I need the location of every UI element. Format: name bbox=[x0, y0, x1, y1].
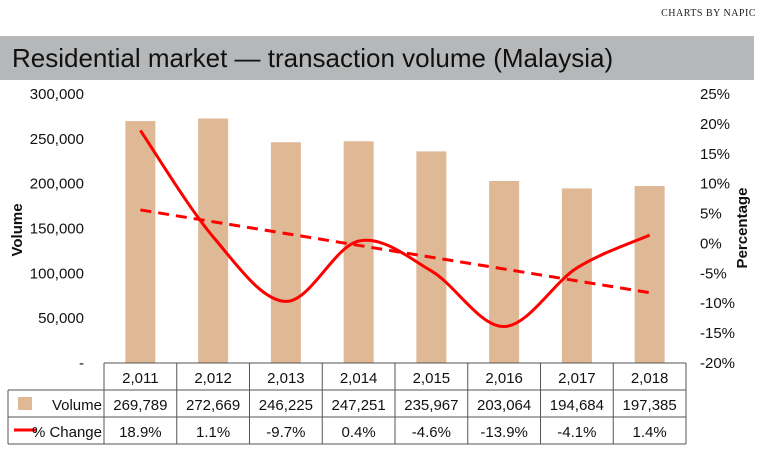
data-label-change: -9.7% bbox=[266, 424, 305, 441]
data-label-volume: 246,225 bbox=[259, 397, 313, 414]
data-label-volume: 272,669 bbox=[186, 397, 240, 414]
trendline bbox=[140, 208, 650, 295]
x-category-label: 2,011 bbox=[122, 370, 158, 387]
data-label-volume: 269,789 bbox=[113, 397, 167, 414]
x-category-label: 2,016 bbox=[485, 370, 523, 387]
volume-bar bbox=[270, 142, 301, 363]
y2-tick-label: 0% bbox=[700, 235, 722, 252]
y2-tick-label: -20% bbox=[700, 355, 735, 372]
y2-tick-label: 5% bbox=[700, 206, 722, 223]
chart-credit: CHARTS BY NAPIC bbox=[661, 8, 756, 19]
y-tick-label: 300,000 bbox=[30, 86, 84, 103]
title-bar: Residential market — transaction volume … bbox=[0, 36, 754, 80]
y2-tick-label: 20% bbox=[700, 116, 730, 133]
data-label-volume: 235,967 bbox=[404, 397, 458, 414]
x-category-label: 2,013 bbox=[267, 370, 305, 387]
data-label-change: 18.9% bbox=[119, 424, 162, 441]
y-tick-label: 250,000 bbox=[30, 131, 84, 148]
legend-key-volume bbox=[18, 397, 32, 410]
volume-bar bbox=[125, 121, 156, 363]
data-label-change: -4.1% bbox=[557, 424, 596, 441]
data-label-volume: 203,064 bbox=[477, 397, 531, 414]
y2-tick-label: -15% bbox=[700, 325, 735, 342]
data-label-volume: 197,385 bbox=[623, 397, 677, 414]
y-tick-label: - bbox=[79, 355, 84, 372]
y-tick-label: 150,000 bbox=[30, 221, 84, 238]
legend-label-volume: Volume bbox=[52, 397, 102, 414]
x-category-label: 2,017 bbox=[558, 370, 596, 387]
chart-title: Residential market — transaction volume … bbox=[12, 43, 614, 73]
data-label-change: 0.4% bbox=[342, 424, 376, 441]
x-category-label: 2,012 bbox=[194, 370, 232, 387]
y2-axis-title: Percentage bbox=[734, 188, 751, 269]
data-label-change: 1.1% bbox=[196, 424, 230, 441]
data-label-change: -13.9% bbox=[480, 424, 528, 441]
y-tick-label: 100,000 bbox=[30, 265, 84, 282]
y2-tick-label: 25% bbox=[700, 86, 730, 103]
data-label-volume: 194,684 bbox=[550, 397, 604, 414]
y2-tick-label: 15% bbox=[700, 146, 730, 163]
data-label-volume: 247,251 bbox=[332, 397, 386, 414]
y-tick-label: 200,000 bbox=[30, 176, 84, 193]
data-label-change: -4.6% bbox=[412, 424, 451, 441]
volume-bar bbox=[343, 141, 374, 363]
data-label-change: 1.4% bbox=[633, 424, 667, 441]
x-category-label: 2,014 bbox=[340, 370, 378, 387]
legend-label-change: % Change bbox=[32, 424, 102, 441]
volume-bar bbox=[634, 186, 665, 363]
x-category-label: 2,015 bbox=[413, 370, 451, 387]
volume-bar bbox=[198, 118, 229, 363]
x-category-label: 2,018 bbox=[631, 370, 669, 387]
y2-tick-label: -5% bbox=[700, 265, 727, 282]
y-tick-label: 50,000 bbox=[38, 310, 84, 327]
y2-tick-label: -10% bbox=[700, 295, 735, 312]
y2-tick-label: 10% bbox=[700, 176, 730, 193]
y-axis-title: Volume bbox=[9, 203, 26, 256]
